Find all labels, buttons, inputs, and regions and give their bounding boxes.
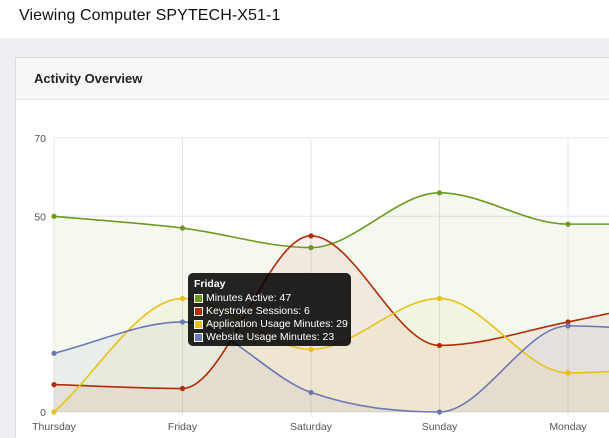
tooltip-swatch [194,320,203,329]
data-point [565,319,571,325]
tooltip-row-label: Website Usage Minutes: 23 [206,331,335,343]
tooltip-row-label: Application Usage Minutes: 29 [206,318,348,330]
data-point [436,342,443,349]
data-point [565,221,571,227]
x-tick-label: Sunday [422,421,458,433]
label-layer: 05070ThursdayFridaySaturdaySundayMondayT… [32,133,587,433]
tooltip-swatch [194,294,203,303]
x-tick-label: Thursday [32,421,77,433]
tooltip-row: Minutes Active: 47 [194,292,345,305]
point-layer [51,190,571,415]
y-tick-label: 0 [40,407,46,419]
y-tick-label: 50 [34,211,46,223]
data-point [179,385,186,392]
tooltip-swatch [194,307,203,316]
data-point [308,233,314,239]
series-line [53,321,609,413]
tooltip-row: Website Usage Minutes: 23 [194,331,345,344]
tooltip-swatch [194,333,203,342]
panel-title: Activity Overview [34,71,143,86]
data-point [308,245,314,251]
data-point [308,389,314,396]
data-point [179,295,186,302]
x-tick-label: Monday [549,421,587,433]
panel-header: Activity Overview [16,58,609,100]
tooltip-title: Friday [194,278,226,290]
tooltip-row: Application Usage Minutes: 29 [194,318,348,331]
grid-layer [53,137,609,416]
data-point [565,370,571,376]
x-tick-label: Saturday [290,421,333,433]
series-line [53,297,609,413]
y-tick-label: 70 [34,133,46,145]
data-point [436,190,443,196]
data-point [51,409,57,415]
chart-tooltip: Friday Minutes Active: 47 Keystroke Sess… [188,273,351,346]
data-point [179,319,186,325]
data-point [565,323,571,329]
x-tick-label: Friday [168,421,198,433]
page-title: Viewing Computer SPYTECH-X51-1 [19,7,281,24]
data-point [51,382,57,388]
data-point [308,346,314,352]
data-point [51,350,57,356]
data-point [436,409,443,415]
data-point [51,213,57,219]
data-point [179,225,186,231]
tooltip-row-label: Minutes Active: 47 [206,292,292,304]
tooltip-row-label: Keystroke Sessions: 6 [206,305,310,317]
data-point [436,295,443,302]
tooltip-row: Keystroke Sessions: 6 [194,305,345,318]
top-bar: Viewing Computer SPYTECH-X51-1 [0,0,609,38]
series-line [53,191,609,249]
